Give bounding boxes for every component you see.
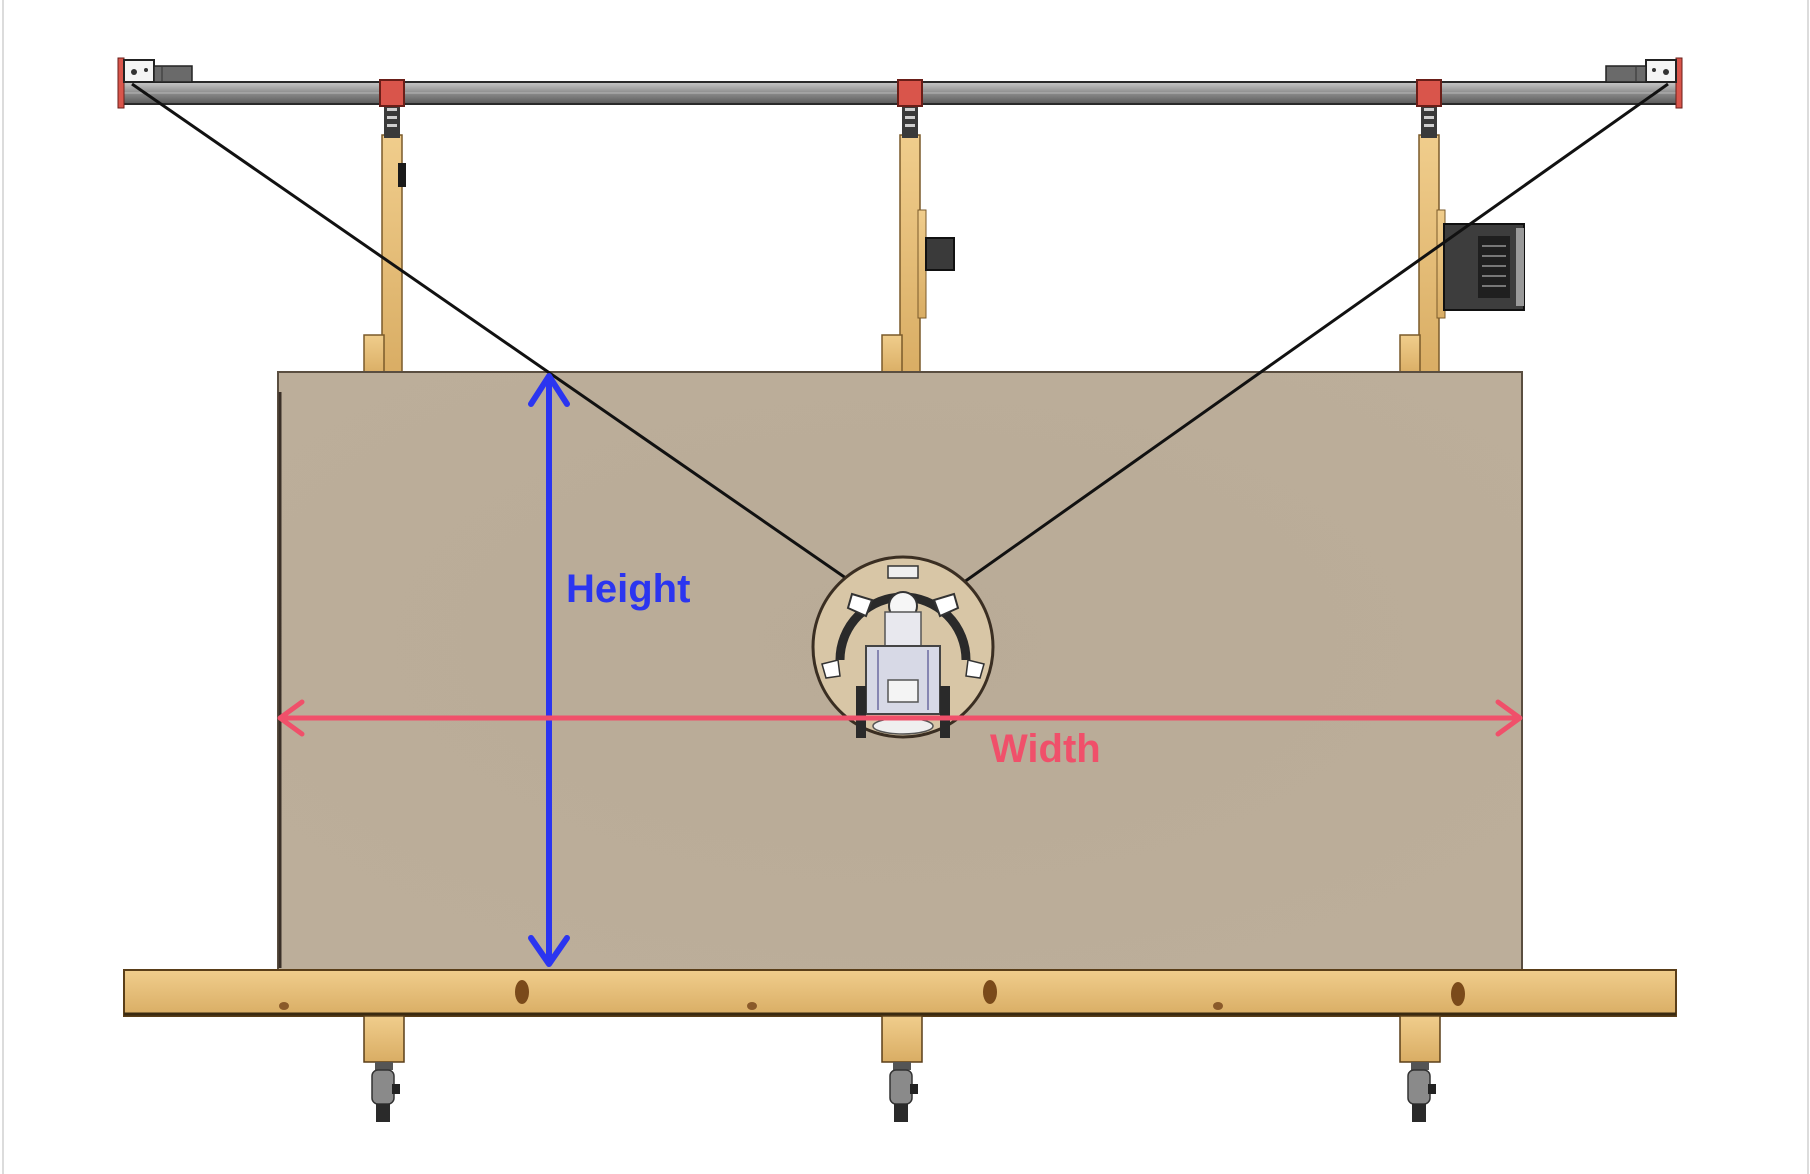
caster-wheel-icon [363,1015,1441,1122]
rail-brackets [379,79,1442,107]
width-label: Width [990,727,1101,771]
right-pulley-icon [1605,57,1683,109]
post-middle [881,134,955,376]
plotter-carriage-icon [811,555,995,739]
post-left [363,134,406,376]
width-arrow [277,699,1523,737]
motor-icon [1443,223,1525,311]
left-pulley-icon [117,57,193,109]
suspension-cables [131,82,1669,594]
height-arrow [528,373,570,967]
base-beam [123,969,1677,1017]
height-label: Height [566,567,690,611]
spring-connectors [384,102,1437,138]
post-right [1399,134,1446,376]
